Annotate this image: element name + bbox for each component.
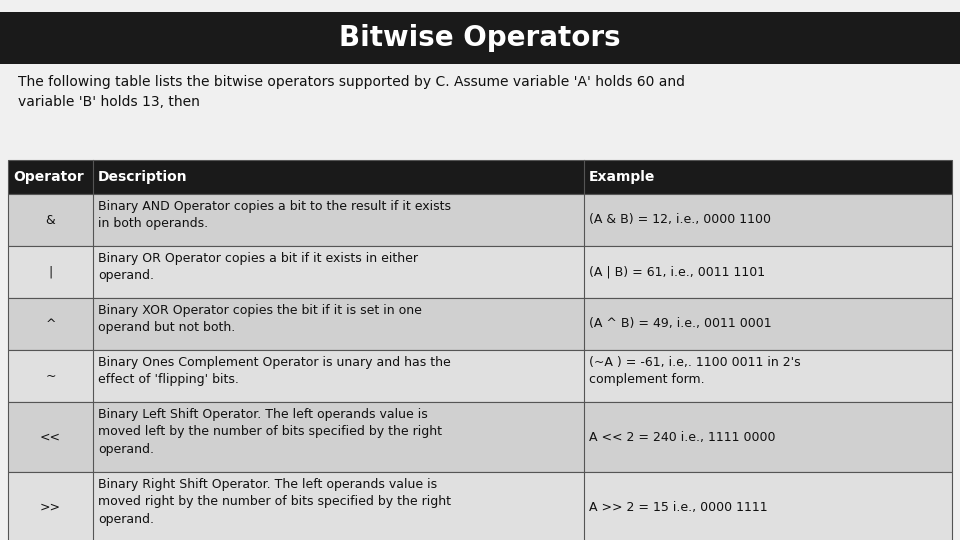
- Text: <<: <<: [40, 430, 61, 443]
- Text: >>: >>: [40, 501, 61, 514]
- Text: Binary AND Operator copies a bit to the result if it exists
in both operands.: Binary AND Operator copies a bit to the …: [98, 200, 451, 231]
- Text: (A & B) = 12, i.e., 0000 1100: (A & B) = 12, i.e., 0000 1100: [588, 213, 771, 226]
- Bar: [8, 350, 952, 402]
- Text: (~A ) = -61, i.e,. 1100 0011 in 2's
complement form.: (~A ) = -61, i.e,. 1100 0011 in 2's comp…: [588, 356, 801, 387]
- Text: Description: Description: [98, 170, 187, 184]
- Text: ~: ~: [45, 369, 56, 382]
- Text: Binary Left Shift Operator. The left operands value is
moved left by the number : Binary Left Shift Operator. The left ope…: [98, 408, 442, 456]
- Text: Bitwise Operators: Bitwise Operators: [339, 24, 621, 52]
- Text: Binary XOR Operator copies the bit if it is set in one
operand but not both.: Binary XOR Operator copies the bit if it…: [98, 304, 421, 334]
- Bar: [8, 160, 952, 194]
- Text: Binary Right Shift Operator. The left operands value is
moved right by the numbe: Binary Right Shift Operator. The left op…: [98, 478, 451, 526]
- Text: A << 2 = 240 i.e., 1111 0000: A << 2 = 240 i.e., 1111 0000: [588, 430, 776, 443]
- Text: (A ^ B) = 49, i.e., 0011 0001: (A ^ B) = 49, i.e., 0011 0001: [588, 318, 772, 330]
- Text: (A | B) = 61, i.e., 0011 1101: (A | B) = 61, i.e., 0011 1101: [588, 266, 765, 279]
- Text: Binary OR Operator copies a bit if it exists in either
operand.: Binary OR Operator copies a bit if it ex…: [98, 252, 418, 282]
- Text: A >> 2 = 15 i.e., 0000 1111: A >> 2 = 15 i.e., 0000 1111: [588, 501, 767, 514]
- Text: ^: ^: [45, 318, 56, 330]
- Text: Binary Ones Complement Operator is unary and has the
effect of 'flipping' bits.: Binary Ones Complement Operator is unary…: [98, 356, 450, 387]
- Text: Example: Example: [588, 170, 656, 184]
- Text: Operator: Operator: [13, 170, 84, 184]
- Bar: [8, 194, 952, 246]
- Bar: [8, 472, 952, 540]
- Text: The following table lists the bitwise operators supported by C. Assume variable : The following table lists the bitwise op…: [18, 75, 685, 109]
- Bar: [0, 12, 960, 64]
- Bar: [8, 402, 952, 472]
- Bar: [8, 298, 952, 350]
- Bar: [8, 246, 952, 298]
- Text: |: |: [48, 266, 53, 279]
- Text: &: &: [46, 213, 56, 226]
